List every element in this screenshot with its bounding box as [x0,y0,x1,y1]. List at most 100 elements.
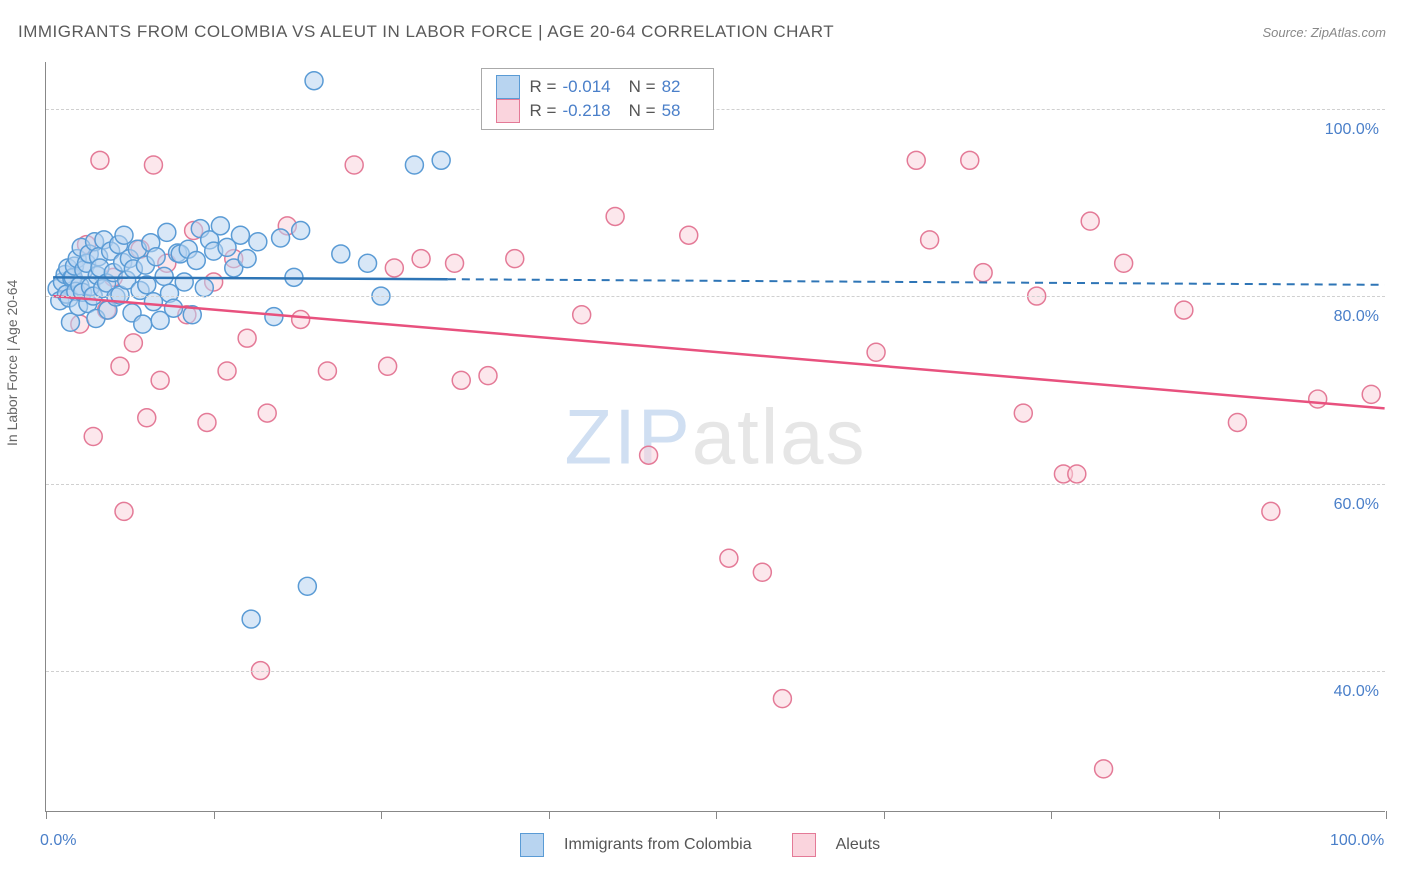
legend-row: R =-0.218N =58 [496,99,699,123]
x-tick [549,811,550,819]
data-point [452,371,470,389]
r-value: -0.014 [562,77,610,97]
data-point [292,310,310,328]
data-point [1262,502,1280,520]
n-value: 82 [662,77,681,97]
data-point [1068,465,1086,483]
legend-swatch [496,75,520,99]
data-point [175,273,193,291]
data-point [1362,385,1380,403]
data-point [292,222,310,240]
data-point [921,231,939,249]
data-point [720,549,738,567]
data-point [479,367,497,385]
data-point [61,313,79,331]
data-point [1014,404,1032,422]
y-tick-label: 80.0% [1334,308,1379,326]
legend-swatch [496,99,520,123]
data-point [305,72,323,90]
n-label: N = [629,101,656,121]
grid-line [46,109,1385,110]
data-point [84,428,102,446]
data-point [1309,390,1327,408]
x-tick [46,811,47,819]
trendline-dashed [448,279,1385,285]
data-point [907,151,925,169]
data-point [573,306,591,324]
data-point [1115,254,1133,272]
data-point [187,251,205,269]
data-point [265,308,283,326]
data-point [242,610,260,628]
data-point [91,151,109,169]
data-point [606,207,624,225]
data-point [432,151,450,169]
data-point [238,250,256,268]
data-point [249,233,267,251]
data-point [144,293,162,311]
data-point [115,502,133,520]
data-point [147,248,165,266]
data-point [640,446,658,464]
data-point [231,226,249,244]
data-point [506,250,524,268]
data-point [298,577,316,595]
data-point [138,409,156,427]
data-point [773,690,791,708]
x-tick-label-max: 100.0% [1330,832,1384,850]
data-point [134,315,152,333]
correlation-legend: R =-0.014N =82R =-0.218N =58 [481,68,714,130]
data-point [332,245,350,263]
data-point [345,156,363,174]
y-axis-label: In Labor Force | Age 20-64 [4,280,20,446]
legend-item: Immigrants from Colombia [520,833,752,857]
correlation-chart: IMMIGRANTS FROM COLOMBIA VS ALEUT IN LAB… [0,0,1406,892]
legend-label: Aleuts [836,836,880,854]
data-point [144,156,162,174]
n-label: N = [629,77,656,97]
data-point [1095,760,1113,778]
plot-area: ZIPatlas 40.0%60.0%80.0%100.0% [45,62,1385,812]
chart-source: Source: ZipAtlas.com [1262,25,1386,40]
legend-swatch [792,833,816,857]
data-point [961,151,979,169]
data-point [111,357,129,375]
data-point [211,217,229,235]
data-point [974,264,992,282]
y-tick-label: 100.0% [1325,121,1379,139]
r-label: R = [530,101,557,121]
data-point [218,362,236,380]
chart-title: IMMIGRANTS FROM COLOMBIA VS ALEUT IN LAB… [18,22,834,42]
n-value: 58 [662,101,681,121]
y-tick-label: 40.0% [1334,683,1379,701]
data-point [195,279,213,297]
plot-svg [46,62,1385,811]
data-point [867,343,885,361]
x-tick [381,811,382,819]
data-point [379,357,397,375]
data-point [318,362,336,380]
x-tick [1051,811,1052,819]
data-point [115,226,133,244]
data-point [385,259,403,277]
legend-label: Immigrants from Colombia [564,836,752,854]
data-point [238,329,256,347]
x-tick [1219,811,1220,819]
data-point [1175,301,1193,319]
data-point [165,299,183,317]
data-point [124,334,142,352]
y-tick-label: 60.0% [1334,496,1379,514]
legend-swatch [520,833,544,857]
data-point [198,413,216,431]
data-point [272,229,290,247]
data-point [258,404,276,422]
grid-line [46,484,1385,485]
grid-line [46,296,1385,297]
r-label: R = [530,77,557,97]
x-tick [884,811,885,819]
data-point [680,226,698,244]
data-point [405,156,423,174]
data-point [151,371,169,389]
x-tick [716,811,717,819]
legend-item: Aleuts [792,833,880,857]
